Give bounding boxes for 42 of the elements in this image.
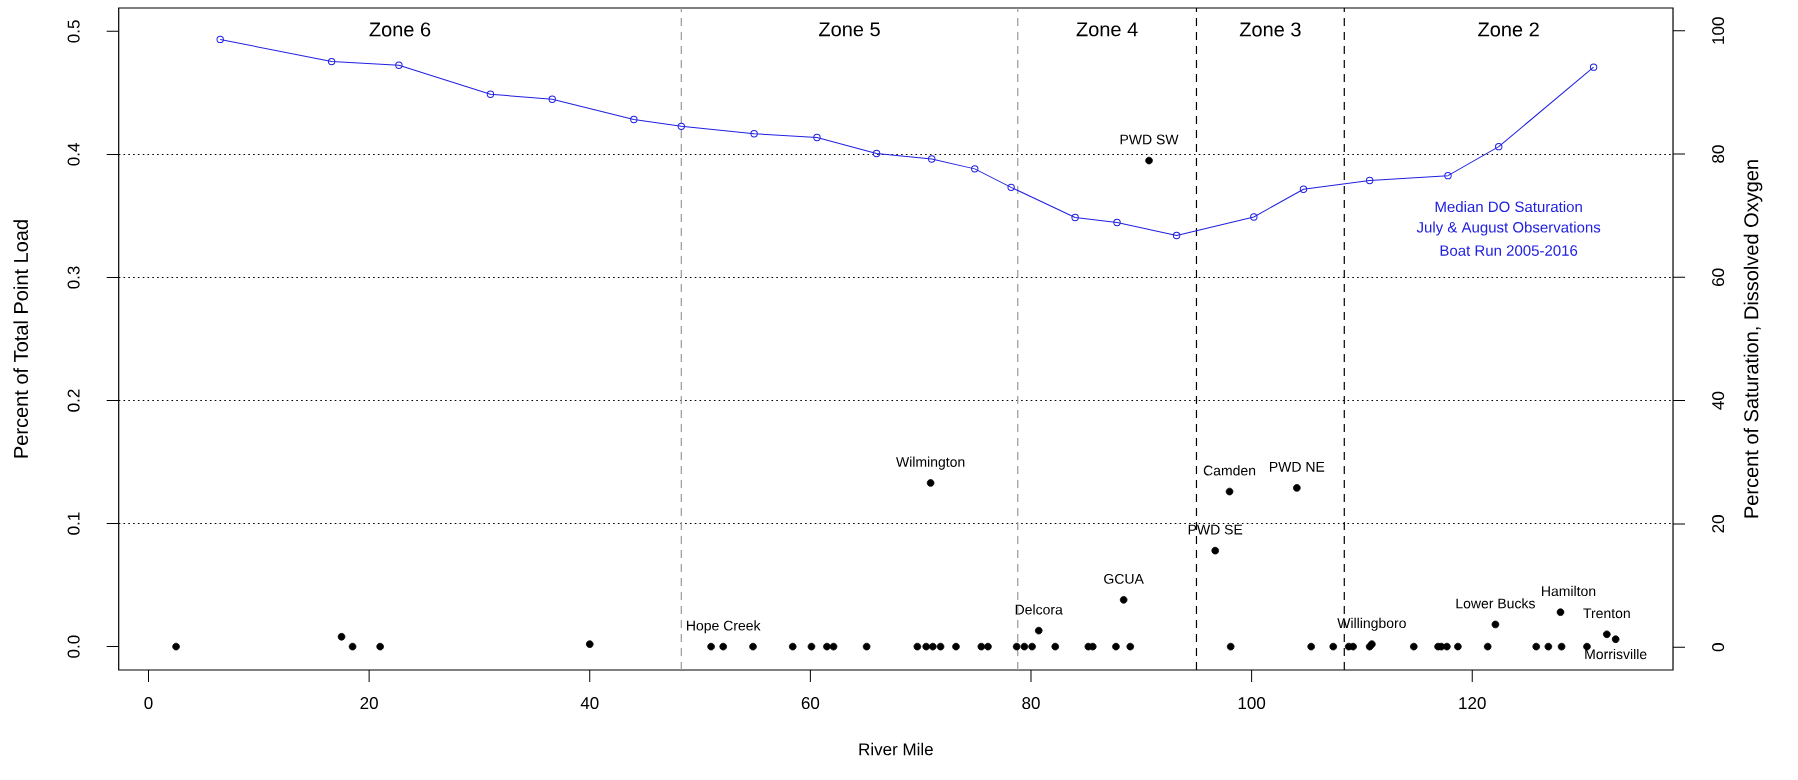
annotation: Zone 4 bbox=[1076, 22, 1138, 37]
data-label: Trenton bbox=[1583, 608, 1630, 619]
y-tick-label: 0.2 bbox=[67, 389, 80, 412]
data-label: Wilmington bbox=[896, 456, 965, 470]
data-label: Delcora bbox=[1015, 604, 1063, 615]
x-tick-label: 100 bbox=[1238, 697, 1266, 710]
y2-tick-label: 20 bbox=[1712, 515, 1725, 533]
data-label: PWD SW bbox=[1120, 134, 1179, 145]
data-label: PWD NE bbox=[1270, 462, 1325, 472]
x-tick-label: 80 bbox=[1022, 697, 1040, 710]
annotation: Zone 2 bbox=[1478, 22, 1539, 37]
x-tick-label: 20 bbox=[360, 697, 378, 710]
data-label: Hamilton bbox=[1542, 585, 1596, 597]
data-label: PWD SE bbox=[1188, 524, 1243, 535]
data-label: Hope Creek bbox=[687, 620, 761, 634]
data-label: Morrisville bbox=[1585, 648, 1647, 660]
y-tick-label: 0.3 bbox=[67, 266, 80, 289]
y2-tick-label: 60 bbox=[1712, 268, 1725, 286]
data-label: Lower Bucks bbox=[1456, 598, 1535, 609]
x-tick-label: 40 bbox=[580, 697, 599, 710]
y-axis-title: Percent of Total Point Load bbox=[13, 220, 29, 458]
annotation: Boat Run 2005-2016 bbox=[1440, 245, 1578, 256]
annotation: Zone 6 bbox=[369, 22, 431, 37]
y2-axis-title: Percent of Saturation, Dissolved Oxygen bbox=[1743, 160, 1763, 518]
annotation: Zone 3 bbox=[1239, 22, 1301, 37]
y-tick-label: 0.1 bbox=[67, 512, 80, 535]
annotation: Median DO Saturation bbox=[1435, 201, 1582, 213]
annotation: Zone 5 bbox=[819, 22, 880, 37]
data-label: Camden bbox=[1203, 465, 1256, 476]
y2-tick-label: 80 bbox=[1712, 145, 1725, 163]
y-tick-label: 0.0 bbox=[67, 635, 80, 658]
data-label: GCUA bbox=[1104, 573, 1144, 584]
x-tick-label: 0 bbox=[144, 697, 153, 710]
y2-tick-label: 100 bbox=[1712, 17, 1725, 44]
annotation: July & August Observations bbox=[1416, 221, 1601, 236]
y2-tick-label: 0 bbox=[1712, 643, 1725, 652]
x-axis-title: River Mile bbox=[859, 742, 933, 756]
y2-tick-label: 40 bbox=[1712, 391, 1725, 410]
x-tick-label: 120 bbox=[1459, 697, 1486, 710]
x-tick-label: 60 bbox=[801, 697, 820, 710]
y-tick-label: 0.5 bbox=[67, 20, 80, 43]
y-tick-label: 0.4 bbox=[67, 143, 80, 166]
